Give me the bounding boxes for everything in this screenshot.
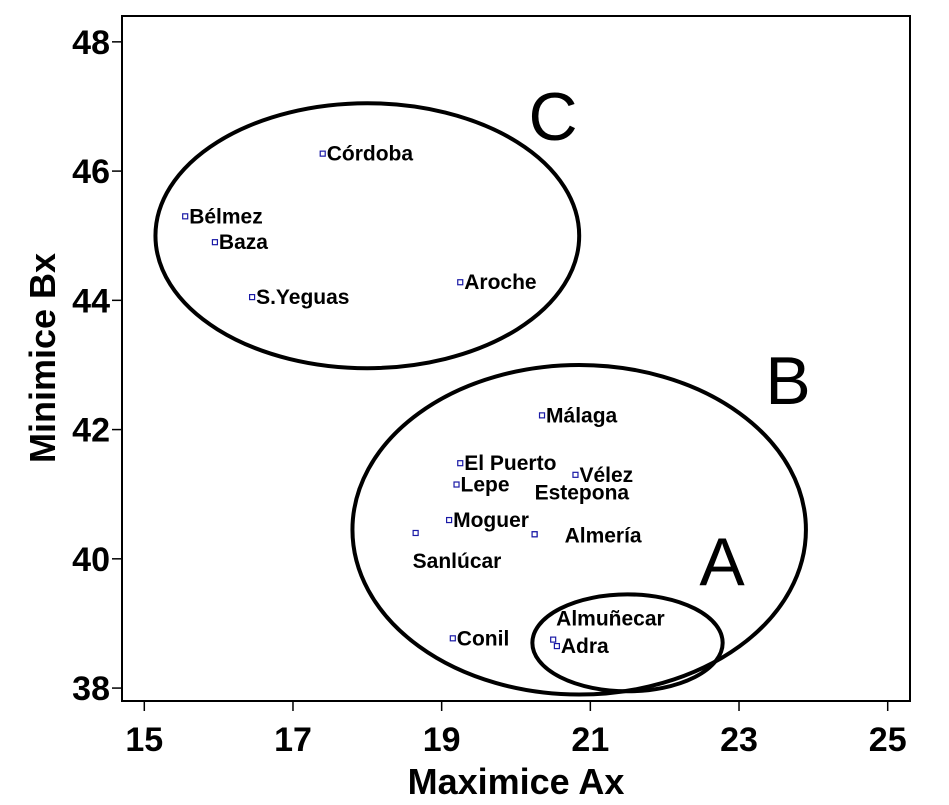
point-label: Aroche	[464, 271, 536, 294]
point-label: Vélez	[579, 464, 633, 487]
cluster-label-b: B	[765, 343, 810, 419]
point-label: Moguer	[453, 509, 529, 532]
x-tick-label: 15	[125, 721, 163, 759]
y-axis-label: Minimice Bx	[22, 253, 63, 463]
data-point	[449, 635, 456, 642]
point-label: Lepe	[461, 474, 510, 497]
data-point	[572, 471, 579, 478]
point-label: Almuñecar	[556, 608, 665, 631]
point-label: Adra	[561, 635, 609, 658]
point-label: El Puerto	[464, 452, 556, 475]
point-label: Málaga	[546, 404, 618, 427]
data-point	[457, 460, 464, 467]
data-point	[248, 294, 256, 301]
data-point	[531, 531, 538, 538]
x-tick-label: 23	[720, 721, 758, 759]
point-label: Estepona	[535, 481, 630, 504]
point-label: S.Yeguas	[256, 286, 349, 309]
data-point	[445, 516, 453, 524]
axis-ticks: 15 17 19 21 23 25 38 40 42 44 46 48	[72, 24, 906, 759]
cluster-label-c: C	[528, 79, 577, 155]
x-tick-label: 25	[869, 721, 907, 759]
data-point	[538, 412, 546, 419]
point-label: Córdoba	[327, 143, 414, 166]
cluster-ellipse-a	[530, 592, 725, 694]
y-tick-label: 48	[72, 24, 110, 62]
y-tick-label: 40	[72, 541, 110, 579]
y-tick-label: 42	[72, 412, 110, 450]
cluster-ellipses: C B A	[153, 79, 811, 697]
data-point	[453, 481, 460, 488]
data-point	[319, 150, 326, 157]
plot-frame	[121, 15, 911, 702]
data-point	[211, 239, 219, 246]
point-label: Baza	[219, 231, 268, 254]
x-tick-label: 21	[571, 721, 609, 759]
y-tick-label: 46	[72, 153, 110, 191]
y-tick-label: 44	[72, 282, 110, 320]
x-tick-label: 17	[274, 721, 312, 759]
x-axis-label: Maximice Ax	[408, 761, 625, 802]
data-point	[412, 529, 419, 537]
data-point	[550, 636, 557, 643]
x-tick-label: 19	[423, 721, 461, 759]
data-point	[457, 279, 464, 286]
data-point	[553, 642, 560, 650]
point-label: Conil	[457, 627, 510, 650]
point-label: Bélmez	[189, 205, 263, 228]
data-points: Córdoba Bélmez Baza S.Yeguas Aroche Málaga El …	[182, 143, 665, 658]
y-tick-label: 38	[72, 670, 110, 708]
cluster-ellipse-c	[153, 101, 582, 371]
data-point	[182, 213, 189, 220]
point-label: Sanlúcar	[413, 550, 502, 573]
point-label: Almería	[565, 524, 642, 547]
cluster-ellipse-b	[350, 362, 808, 697]
cluster-label-a: A	[699, 524, 745, 600]
